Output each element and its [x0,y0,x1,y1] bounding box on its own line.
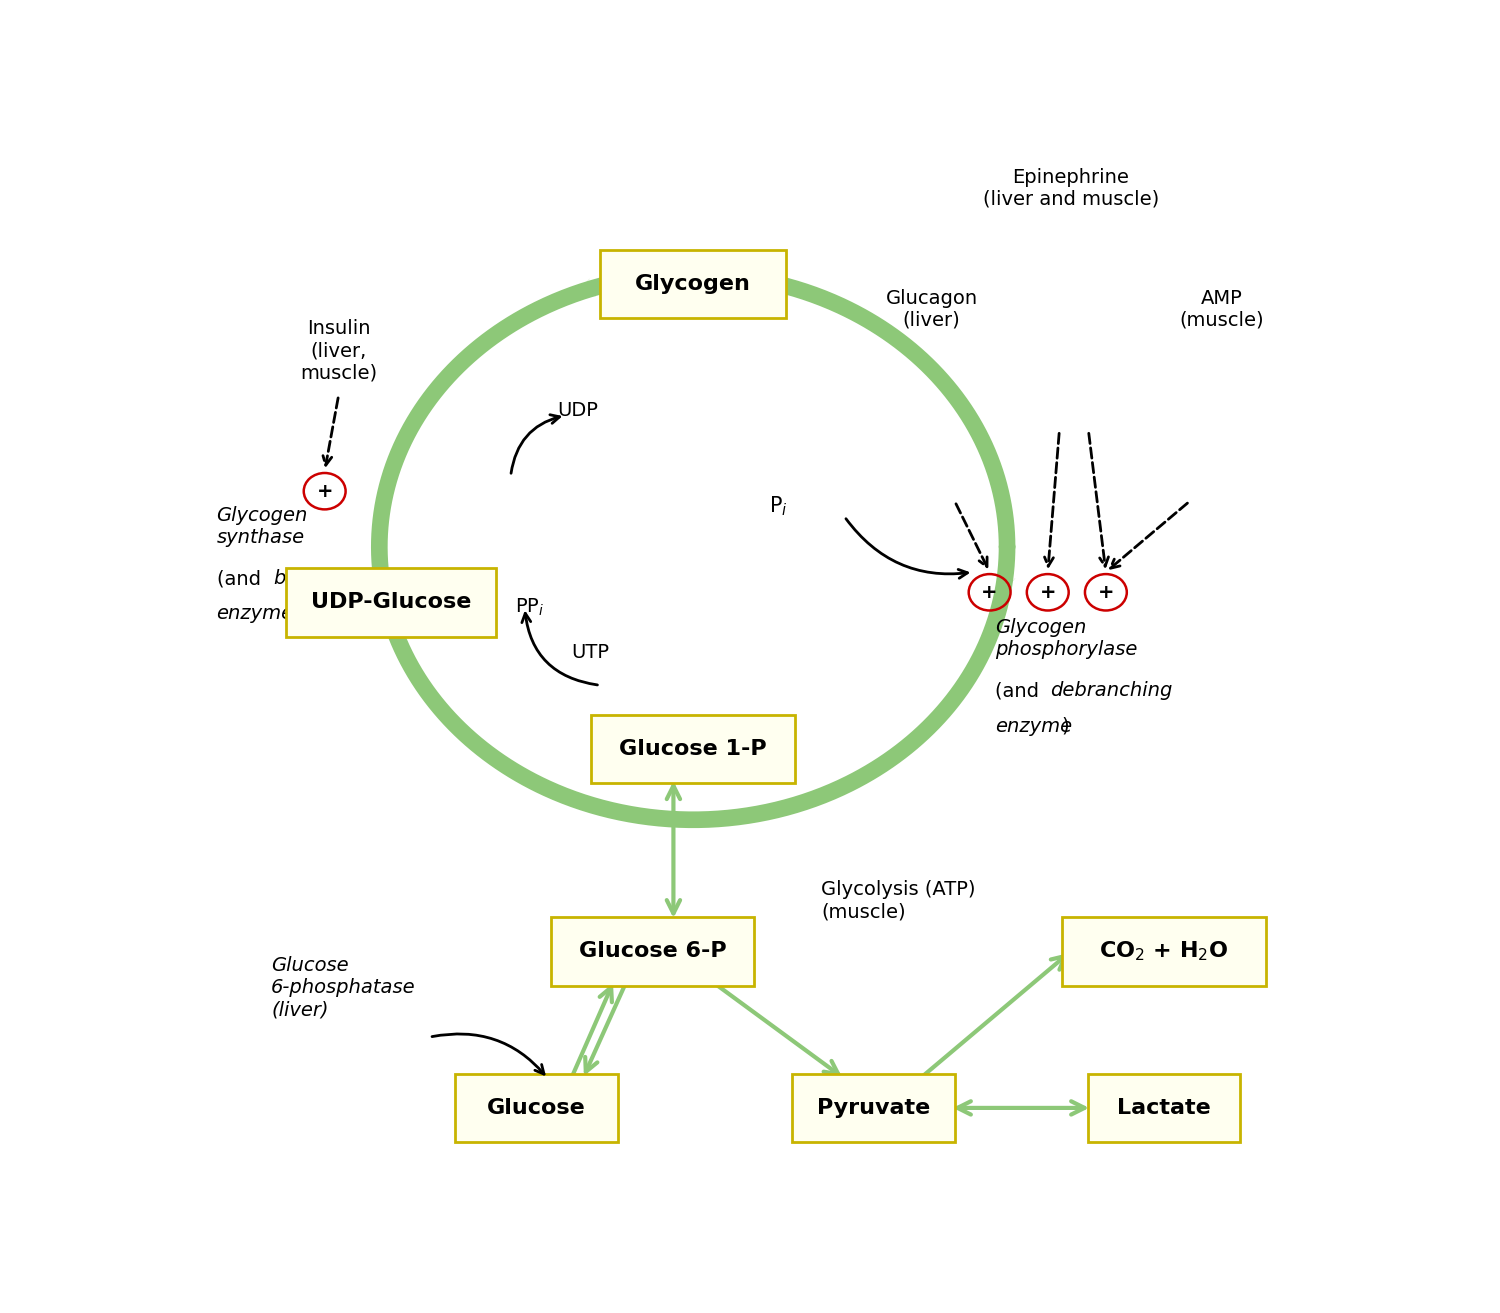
Text: enzyme: enzyme [216,604,294,624]
Text: enzyme: enzyme [996,717,1072,735]
Text: Glucose: Glucose [488,1098,585,1117]
Text: Glycogen: Glycogen [636,274,752,294]
Text: Glycolysis (ATP)
(muscle): Glycolysis (ATP) (muscle) [821,881,975,922]
Text: P$_i$: P$_i$ [768,495,788,519]
FancyBboxPatch shape [600,249,786,318]
Text: (and: (and [996,681,1045,700]
Text: Glucose 1-P: Glucose 1-P [620,739,766,759]
Text: UDP: UDP [556,400,598,420]
Text: +: + [1098,583,1114,601]
Text: ): ) [1062,717,1070,735]
Text: Glycogen
phosphorylase: Glycogen phosphorylase [996,617,1138,659]
FancyBboxPatch shape [591,714,795,784]
Text: debranching: debranching [1050,681,1173,700]
Text: Glucose 6-P: Glucose 6-P [579,941,726,961]
Text: Pyruvate: Pyruvate [816,1098,930,1117]
FancyBboxPatch shape [286,569,495,637]
FancyBboxPatch shape [792,1074,954,1142]
Text: UDP-Glucose: UDP-Glucose [310,592,471,612]
Text: UTP: UTP [572,643,609,663]
Text: AMP
(muscle): AMP (muscle) [1180,289,1264,330]
Text: (and: (and [216,569,267,588]
Text: branching: branching [273,569,372,588]
Text: CO$_2$ + H$_2$O: CO$_2$ + H$_2$O [1100,939,1228,962]
Text: Glycogen
synthase: Glycogen synthase [216,507,308,548]
Text: +: + [981,583,998,601]
Text: +: + [1040,583,1056,601]
Text: Epinephrine
(liver and muscle): Epinephrine (liver and muscle) [982,168,1160,209]
Text: PP$_i$: PP$_i$ [516,597,544,618]
FancyBboxPatch shape [454,1074,618,1142]
FancyBboxPatch shape [1062,916,1266,986]
Text: +: + [316,482,333,500]
Text: Glucagon
(liver): Glucagon (liver) [885,289,978,330]
Text: Lactate: Lactate [1118,1098,1210,1117]
Text: Insulin
(liver,
muscle): Insulin (liver, muscle) [300,319,376,382]
Text: Glucose
6-phosphatase
(liver): Glucose 6-phosphatase (liver) [272,956,416,1019]
FancyBboxPatch shape [1089,1074,1239,1142]
Text: ): ) [284,604,291,624]
FancyBboxPatch shape [550,916,754,986]
